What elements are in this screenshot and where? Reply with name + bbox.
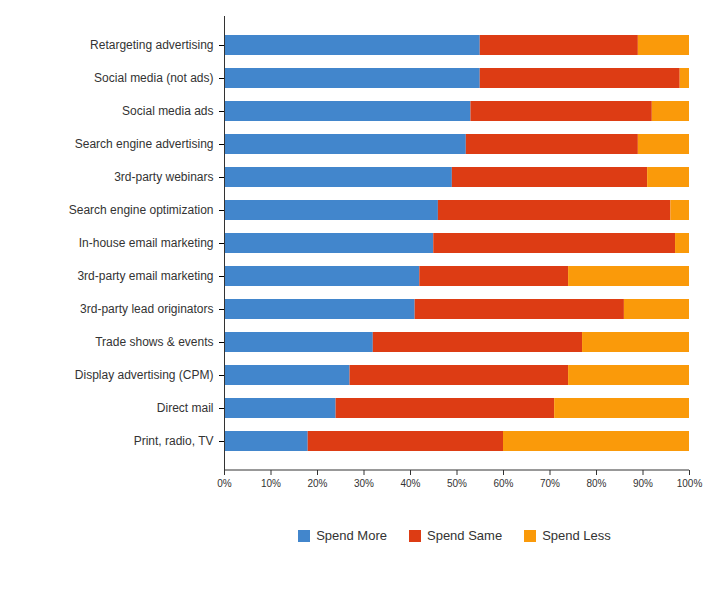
svg-text:Social media ads: Social media ads [122, 104, 213, 118]
svg-text:40%: 40% [400, 478, 420, 489]
svg-text:80%: 80% [586, 478, 606, 489]
svg-text:Retargeting advertising: Retargeting advertising [90, 38, 213, 52]
html-text:Spend Less: Spend Less [542, 528, 611, 543]
svg-text:20%: 20% [307, 478, 327, 489]
svg-text:100%: 100% [677, 478, 703, 489]
svg-text:3rd-party email marketing: 3rd-party email marketing [77, 269, 213, 283]
svg-text:Search engine advertising: Search engine advertising [75, 137, 214, 151]
svg-text:Trade shows & events: Trade shows & events [95, 335, 213, 349]
svg-text:3rd-party webinars: 3rd-party webinars [114, 170, 213, 184]
svg-text:60%: 60% [493, 478, 513, 489]
svg-text:30%: 30% [354, 478, 374, 489]
svg-text:Social media (not ads): Social media (not ads) [94, 71, 213, 85]
svg-text:50%: 50% [447, 478, 467, 489]
svg-text:Display advertising (CPM): Display advertising (CPM) [75, 368, 214, 382]
svg-text:Search engine optimization: Search engine optimization [69, 203, 214, 217]
html-text:Spend Same: Spend Same [427, 528, 503, 543]
svg-text:Print, radio, TV: Print, radio, TV [134, 434, 214, 448]
svg-text:70%: 70% [540, 478, 560, 489]
svg-text:10%: 10% [261, 478, 281, 489]
html-text:Spend More: Spend More [316, 528, 387, 543]
svg-text:90%: 90% [633, 478, 653, 489]
svg-text:In-house email marketing: In-house email marketing [79, 236, 214, 250]
svg-text:0%: 0% [217, 478, 232, 489]
svg-text:Direct mail: Direct mail [157, 401, 214, 415]
svg-text:3rd-party lead originators: 3rd-party lead originators [80, 302, 213, 316]
